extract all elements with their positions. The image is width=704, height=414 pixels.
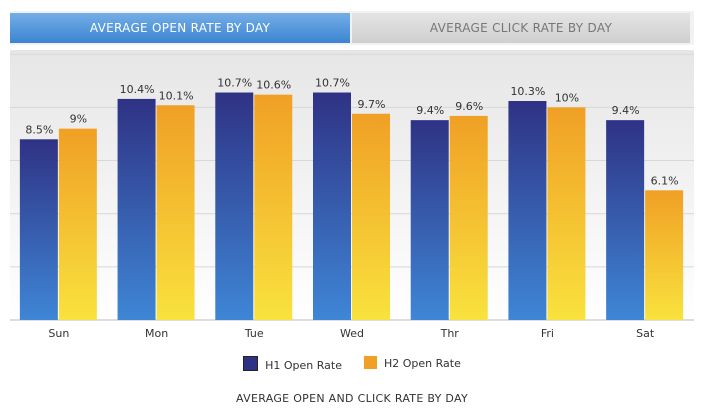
legend-label-h1: H1 Open Rate bbox=[265, 359, 342, 372]
bar-h2-sat[interactable] bbox=[645, 190, 684, 320]
bar-h2-thr[interactable] bbox=[449, 115, 488, 320]
bar-h2-wed[interactable] bbox=[352, 113, 390, 320]
x-tick-label: Fri bbox=[541, 327, 554, 340]
data-label: 9.4% bbox=[612, 104, 640, 117]
bar-h1-sat[interactable] bbox=[606, 120, 645, 321]
data-label: 10.4% bbox=[120, 83, 155, 96]
bar-h1-sun[interactable] bbox=[19, 139, 58, 320]
data-label: 10.7% bbox=[217, 77, 252, 90]
bar-h1-fri[interactable] bbox=[508, 101, 547, 320]
x-tick-label: Sat bbox=[636, 327, 655, 340]
x-tick-label: Thr bbox=[440, 327, 460, 340]
tab-average-click-rate[interactable]: AVERAGE CLICK RATE BY DAY bbox=[352, 13, 690, 43]
x-tick-label: Wed bbox=[340, 327, 364, 340]
data-label: 10.7% bbox=[315, 77, 350, 90]
data-label: 6.1% bbox=[651, 174, 679, 187]
x-tick-label: Sun bbox=[48, 327, 69, 340]
data-label: 10.3% bbox=[510, 85, 545, 98]
data-label: 9.4% bbox=[416, 104, 444, 117]
x-tick-label: Tue bbox=[244, 327, 264, 340]
bar-chart: 8.5% 9% Sun 10.4% 10.1% Mon 10.7% 10.6% Tue 10.7%… bbox=[10, 50, 694, 340]
data-label: 10% bbox=[555, 91, 579, 104]
bar-h2-sun[interactable] bbox=[58, 128, 97, 320]
chart-title: AVERAGE OPEN AND CLICK RATE BY DAY bbox=[236, 392, 468, 405]
bar-h2-tue[interactable] bbox=[254, 94, 293, 321]
bar-h1-thr[interactable] bbox=[410, 120, 449, 321]
chart-tabs: AVERAGE OPEN RATE BY DAY AVERAGE CLICK R… bbox=[10, 11, 694, 45]
bar-h2-mon[interactable] bbox=[156, 105, 195, 320]
bar-h1-tue[interactable] bbox=[215, 92, 254, 320]
x-tick-label: Mon bbox=[145, 327, 168, 340]
data-label: 10.6% bbox=[256, 79, 291, 92]
data-label: 9% bbox=[70, 113, 87, 126]
legend-item-h1[interactable]: H1 Open Rate bbox=[243, 356, 342, 372]
legend: H1 Open Rate H2 Open Rate bbox=[0, 356, 704, 372]
legend-item-h2[interactable]: H2 Open Rate bbox=[364, 356, 461, 372]
tab-average-open-rate[interactable]: AVERAGE OPEN RATE BY DAY bbox=[10, 13, 350, 43]
legend-swatch-h1 bbox=[243, 356, 259, 371]
data-label: 9.6% bbox=[455, 100, 483, 113]
bar-h1-mon[interactable] bbox=[117, 98, 156, 320]
bar-h1-wed[interactable] bbox=[313, 92, 351, 320]
legend-label-h2: H2 Open Rate bbox=[384, 357, 461, 370]
bar-h2-fri[interactable] bbox=[547, 107, 586, 320]
data-label: 9.7% bbox=[358, 98, 386, 111]
data-label: 8.5% bbox=[25, 123, 53, 136]
legend-swatch-h2 bbox=[364, 356, 377, 369]
data-label: 10.1% bbox=[159, 89, 194, 102]
